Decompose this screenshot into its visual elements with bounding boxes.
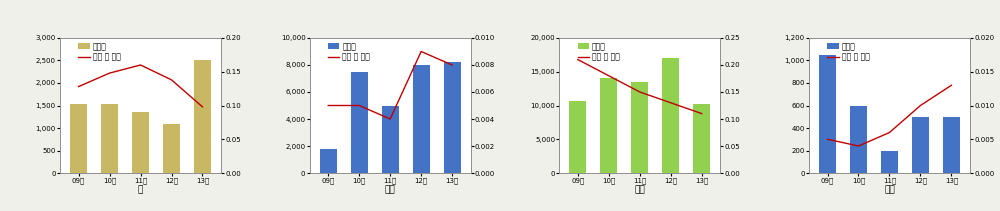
Legend: 배출량, 대기 중 농도: 배출량, 대기 중 농도 [576,41,621,63]
Bar [631,82,648,173]
Bar [413,65,430,173]
Bar [444,62,461,173]
Bar [382,106,399,173]
Bar [569,101,586,173]
Bar [881,150,898,173]
X-axis label: 납: 납 [138,185,143,194]
Bar [819,55,836,173]
Bar [194,61,211,173]
X-axis label: 니켈: 니켈 [385,185,396,194]
Bar [132,112,149,173]
X-axis label: 크롬: 크롬 [884,185,895,194]
Bar [163,123,180,173]
Legend: 배출량, 대기 중 농도: 배출량, 대기 중 농도 [826,41,871,63]
X-axis label: 구리: 구리 [634,185,645,194]
Bar [351,72,368,173]
Bar [912,117,929,173]
Legend: 배출량, 대기 중 농도: 배출량, 대기 중 농도 [77,41,122,63]
Bar [662,58,679,173]
Bar [850,106,867,173]
Bar [70,104,87,173]
Bar [101,104,118,173]
Bar [693,104,710,173]
Bar [320,149,337,173]
Legend: 배출량, 대기 중 농도: 배출량, 대기 중 농도 [326,41,372,63]
Bar [943,117,960,173]
Bar [600,78,617,173]
